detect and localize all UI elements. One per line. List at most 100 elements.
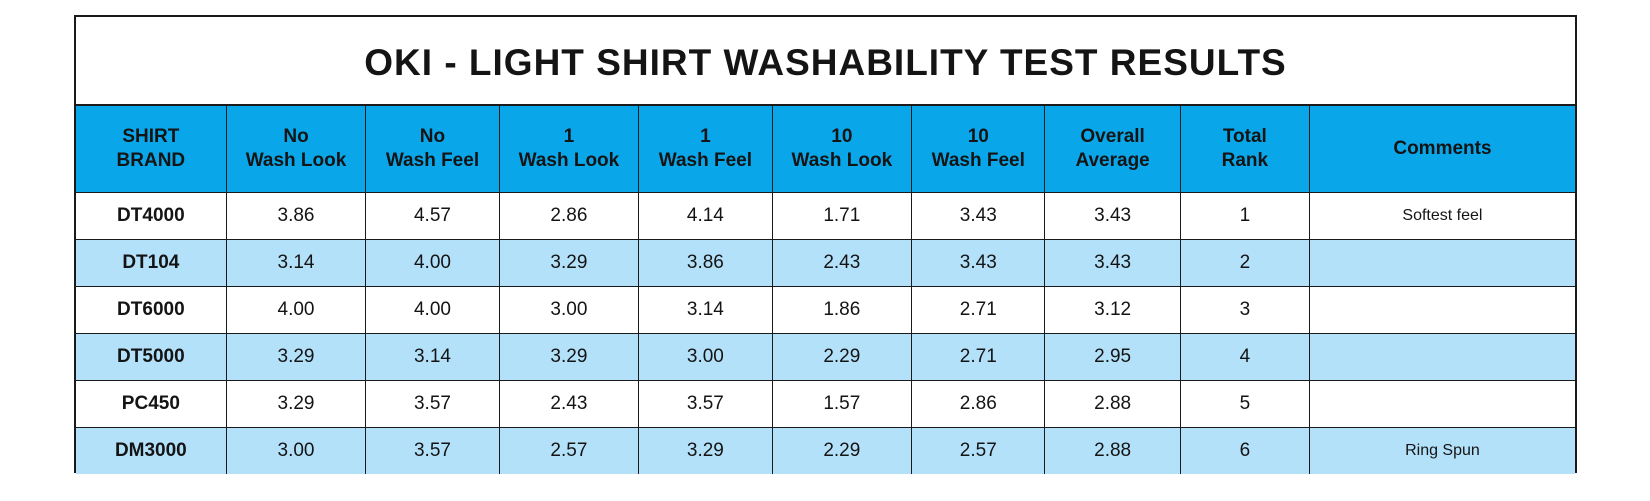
table-row: DT104 3.14 4.00 3.29 3.86 2.43 3.43 3.43 2 <box>76 239 1575 287</box>
score-cell: 3.43 <box>1044 239 1181 287</box>
score-cell: 3.57 <box>365 427 500 474</box>
score-cell: 2.57 <box>911 427 1046 474</box>
column-header-line: Wash Feel <box>385 150 480 171</box>
comment-cell <box>1308 380 1575 428</box>
table-row: DT5000 3.29 3.14 3.29 3.00 2.29 2.71 2.95 4 <box>76 333 1575 381</box>
score-cell: 1 <box>1179 192 1310 240</box>
score-cell: 4.00 <box>225 286 367 334</box>
column-header: No Wash Look <box>225 106 367 193</box>
table-row: DM3000 3.00 3.57 2.57 3.29 2.29 2.57 2.88 6 Ring … <box>76 427 1575 474</box>
score-cell: 2.88 <box>1044 380 1181 428</box>
table-title: OKI - LIGHT SHIRT WASHABILITY TEST RESUL… <box>76 17 1575 106</box>
column-header: 1 Wash Look <box>498 106 640 193</box>
score-cell: 3.86 <box>225 192 367 240</box>
column-header-line: Wash Feel <box>931 150 1025 171</box>
score-cell: 2.43 <box>498 380 640 428</box>
comment-cell <box>1308 239 1575 287</box>
column-header: Comments <box>1308 106 1575 193</box>
table-body: DT4000 3.86 4.57 2.86 4.14 1.71 3.43 3.43 1 Softe… <box>76 192 1575 474</box>
column-header-line: 1 <box>563 126 575 147</box>
column-header: 10 Wash Look <box>771 106 913 193</box>
column-header-line: No <box>419 126 446 147</box>
score-cell: 3.29 <box>638 427 773 474</box>
results-table-frame: OKI - LIGHT SHIRT WASHABILITY TEST RESUL… <box>74 15 1577 474</box>
column-header-line: Wash Look <box>245 150 347 171</box>
column-header-line: SHIRT <box>122 126 180 147</box>
score-cell: 2.29 <box>771 333 913 381</box>
score-cell: 3.43 <box>911 239 1046 287</box>
column-header: SHIRT BRAND <box>76 106 227 193</box>
score-cell: 3.43 <box>1044 192 1181 240</box>
column-header-line: Comments <box>1393 138 1492 159</box>
shirt-brand-cell: DT104 <box>76 239 227 287</box>
column-header-line: Average <box>1075 150 1150 171</box>
score-cell: 3.00 <box>498 286 640 334</box>
score-cell: 4 <box>1179 333 1310 381</box>
score-cell: 2.86 <box>911 380 1046 428</box>
score-cell: 3.14 <box>365 333 500 381</box>
score-cell: 3 <box>1179 286 1310 334</box>
comment-cell <box>1308 333 1575 381</box>
column-header: No Wash Feel <box>365 106 500 193</box>
results-table: SHIRT BRAND No Wash Look No Wash Feel 1 Wash Lo… <box>76 106 1575 474</box>
table-row: DT6000 4.00 4.00 3.00 3.14 1.86 2.71 3.12 3 <box>76 286 1575 334</box>
column-header-line: Wash Feel <box>658 150 752 171</box>
score-cell: 3.14 <box>638 286 773 334</box>
score-cell: 3.29 <box>225 333 367 381</box>
score-cell: 1.57 <box>771 380 913 428</box>
score-cell: 2.71 <box>911 286 1046 334</box>
shirt-brand-cell: DT6000 <box>76 286 227 334</box>
shirt-brand-cell: DT5000 <box>76 333 227 381</box>
score-cell: 1.86 <box>771 286 913 334</box>
column-header: 1 Wash Feel <box>638 106 773 193</box>
score-cell: 3.29 <box>498 239 640 287</box>
score-cell: 3.86 <box>638 239 773 287</box>
score-cell: 3.14 <box>225 239 367 287</box>
score-cell: 2.86 <box>498 192 640 240</box>
score-cell: 2.88 <box>1044 427 1181 474</box>
score-cell: 4.57 <box>365 192 500 240</box>
table-row: DT4000 3.86 4.57 2.86 4.14 1.71 3.43 3.43 1 Softe… <box>76 192 1575 240</box>
column-header-line: Overall <box>1080 126 1145 147</box>
score-cell: 2.95 <box>1044 333 1181 381</box>
shirt-brand-cell: PC450 <box>76 380 227 428</box>
score-cell: 2.71 <box>911 333 1046 381</box>
column-header-line: 10 <box>967 126 989 147</box>
column-header-line: Rank <box>1221 150 1269 171</box>
column-header-line: Wash Look <box>791 150 893 171</box>
column-header-line: No <box>283 126 309 147</box>
column-header-line: BRAND <box>116 150 186 171</box>
score-cell: 4.14 <box>638 192 773 240</box>
score-cell: 4.00 <box>365 239 500 287</box>
score-cell: 1.71 <box>771 192 913 240</box>
score-cell: 3.29 <box>225 380 367 428</box>
score-cell: 3.12 <box>1044 286 1181 334</box>
score-cell: 2 <box>1179 239 1310 287</box>
column-header-line: Total <box>1222 126 1267 147</box>
column-header: Overall Average <box>1044 106 1181 193</box>
shirt-brand-cell: DM3000 <box>76 427 227 474</box>
score-cell: 4.00 <box>365 286 500 334</box>
score-cell: 2.43 <box>771 239 913 287</box>
score-cell: 3.57 <box>365 380 500 428</box>
comment-cell <box>1308 286 1575 334</box>
score-cell: 3.00 <box>638 333 773 381</box>
header-row: SHIRT BRAND No Wash Look No Wash Feel 1 Wash Lo… <box>76 106 1575 193</box>
comment-cell: Ring Spun <box>1308 427 1575 474</box>
shirt-brand-cell: DT4000 <box>76 192 227 240</box>
column-header-line: Wash Look <box>518 150 620 171</box>
column-header: Total Rank <box>1179 106 1310 193</box>
score-cell: 5 <box>1179 380 1310 428</box>
score-cell: 3.29 <box>498 333 640 381</box>
score-cell: 3.57 <box>638 380 773 428</box>
column-header-line: 1 <box>700 126 711 147</box>
score-cell: 3.00 <box>225 427 367 474</box>
column-header-line: 10 <box>831 126 853 147</box>
comment-cell: Softest feel <box>1308 192 1575 240</box>
table-row: PC450 3.29 3.57 2.43 3.57 1.57 2.86 2.88 5 <box>76 380 1575 428</box>
score-cell: 6 <box>1179 427 1310 474</box>
score-cell: 2.29 <box>771 427 913 474</box>
column-header: 10 Wash Feel <box>911 106 1046 193</box>
score-cell: 2.57 <box>498 427 640 474</box>
score-cell: 3.43 <box>911 192 1046 240</box>
